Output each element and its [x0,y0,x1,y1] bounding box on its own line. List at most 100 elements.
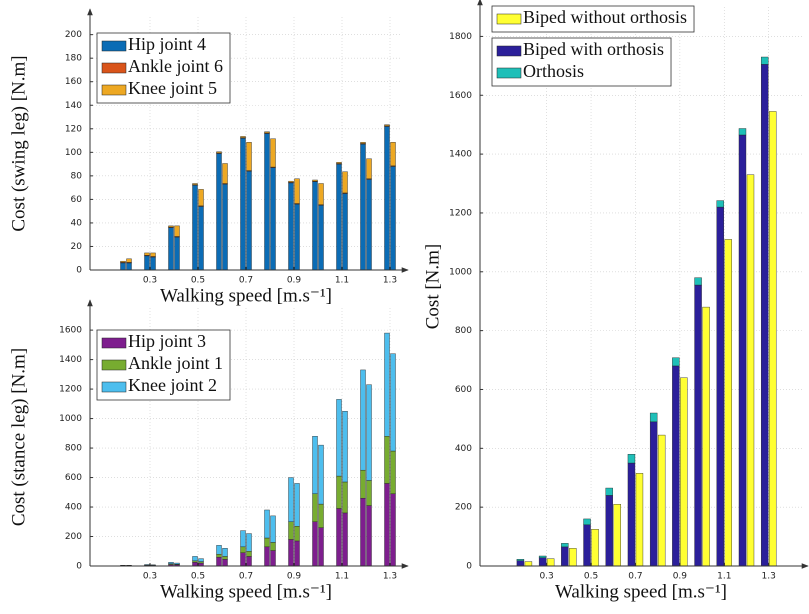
bar-segment [288,182,294,271]
bar-segment [318,503,324,528]
legend-label: Biped with orthosis [523,39,664,59]
x-tick-label: 0.3 [143,572,157,582]
bar-segment [174,562,180,565]
bar-segment [126,258,132,263]
bar-segment [384,124,390,127]
bar-segment [360,469,366,499]
y-tick-label: 100 [65,148,82,158]
y-tick-label: 1400 [59,355,82,365]
bar-segment [738,134,747,567]
bar-segment [366,179,372,271]
bar-segment [768,111,777,567]
bar-segment [270,542,276,551]
bar-segment [246,551,252,557]
x-tick-label: 1.3 [762,572,776,582]
bar-segment [312,493,318,522]
x-tick-label: 0.9 [673,572,688,582]
bar-segment [264,546,270,567]
bar-segment [694,284,702,567]
y-axis-label: Cost (swing leg) [N.m] [8,55,29,231]
bar-segment [222,548,228,557]
legend-label: Knee joint 2 [128,375,217,395]
bar-segment [702,306,710,567]
bar-segment [264,537,270,548]
bar-segment [561,546,569,567]
x-tick-label: 0.3 [143,276,157,286]
bar-segment [649,421,658,567]
bar-segment [318,527,324,567]
x-tick-label: 0.9 [287,276,302,286]
bar-segment [546,558,555,567]
bar-segment [294,540,300,567]
bar-segment [192,556,198,562]
x-tick-label: 0.7 [239,572,253,582]
y-tick-label: 200 [65,532,82,542]
bar-segment [360,142,366,144]
bar-segment [336,475,342,509]
bar-segment [672,357,680,367]
y-tick-label: 180 [65,54,82,64]
bar-segment [635,473,644,567]
bar-segment [384,126,390,271]
y-tick-label: 600 [65,473,82,483]
bar-segment [672,365,680,567]
bar-segment [198,558,204,562]
y-tick-label: 400 [65,503,82,513]
bar-segment [150,252,156,257]
y-tick-label: 200 [455,503,472,513]
y-tick-label: 1800 [449,32,472,42]
y-tick-label: 1000 [449,267,472,277]
y-tick-label: 40 [71,218,83,228]
bar-segment [120,260,126,263]
bar-segment [336,508,342,567]
bar-segment [270,515,276,543]
y-tick-label: 800 [455,326,472,336]
bar-segment [342,411,348,483]
bar-segment [288,521,294,540]
x-tick-label: 0.7 [239,276,253,286]
bar-segment [605,487,613,496]
bar-segment [605,495,613,567]
bar-segment [336,399,342,477]
bar-segment [738,128,747,136]
y-tick-label: 80 [71,171,83,181]
bar-segment [216,556,222,567]
bar-segment [198,561,204,564]
legend-swatch [496,45,522,57]
bar-segment [240,552,246,567]
legend-swatch [101,84,127,96]
bar-segment [390,142,396,167]
bar-segment [591,529,599,567]
y-axis-label: Cost [N.m] [422,244,443,330]
y-tick-label: 140 [65,101,82,111]
bar-segment [516,559,525,561]
bar-segment [336,162,342,164]
legend-label: Orthosis [523,61,584,81]
bar-segment [216,153,222,271]
bar-segment [390,166,396,271]
bar-segment [657,434,666,567]
bar-segment [312,436,318,494]
bar-segment [724,239,732,567]
bar-segment [168,227,174,271]
bar-segment [222,556,228,560]
bar-segment [192,183,198,185]
legend-swatch [101,62,127,74]
bar-segment [240,138,246,271]
bar-segment [264,133,270,271]
bar-segment [192,562,198,567]
y-tick-label: 0 [76,562,82,572]
bar-segment [366,384,372,481]
bar-segment [294,525,300,542]
bar-segment [649,412,658,423]
y-tick-label: 120 [65,124,82,134]
x-tick-label: 1.3 [383,572,397,582]
bar-segment [168,225,174,228]
y-tick-label: 0 [466,562,472,572]
bar-segment [288,539,294,567]
bar-segment [583,524,591,567]
legend-label: Knee joint 5 [128,78,217,98]
x-tick-label: 1.1 [717,572,731,582]
bar-segment [569,548,577,567]
